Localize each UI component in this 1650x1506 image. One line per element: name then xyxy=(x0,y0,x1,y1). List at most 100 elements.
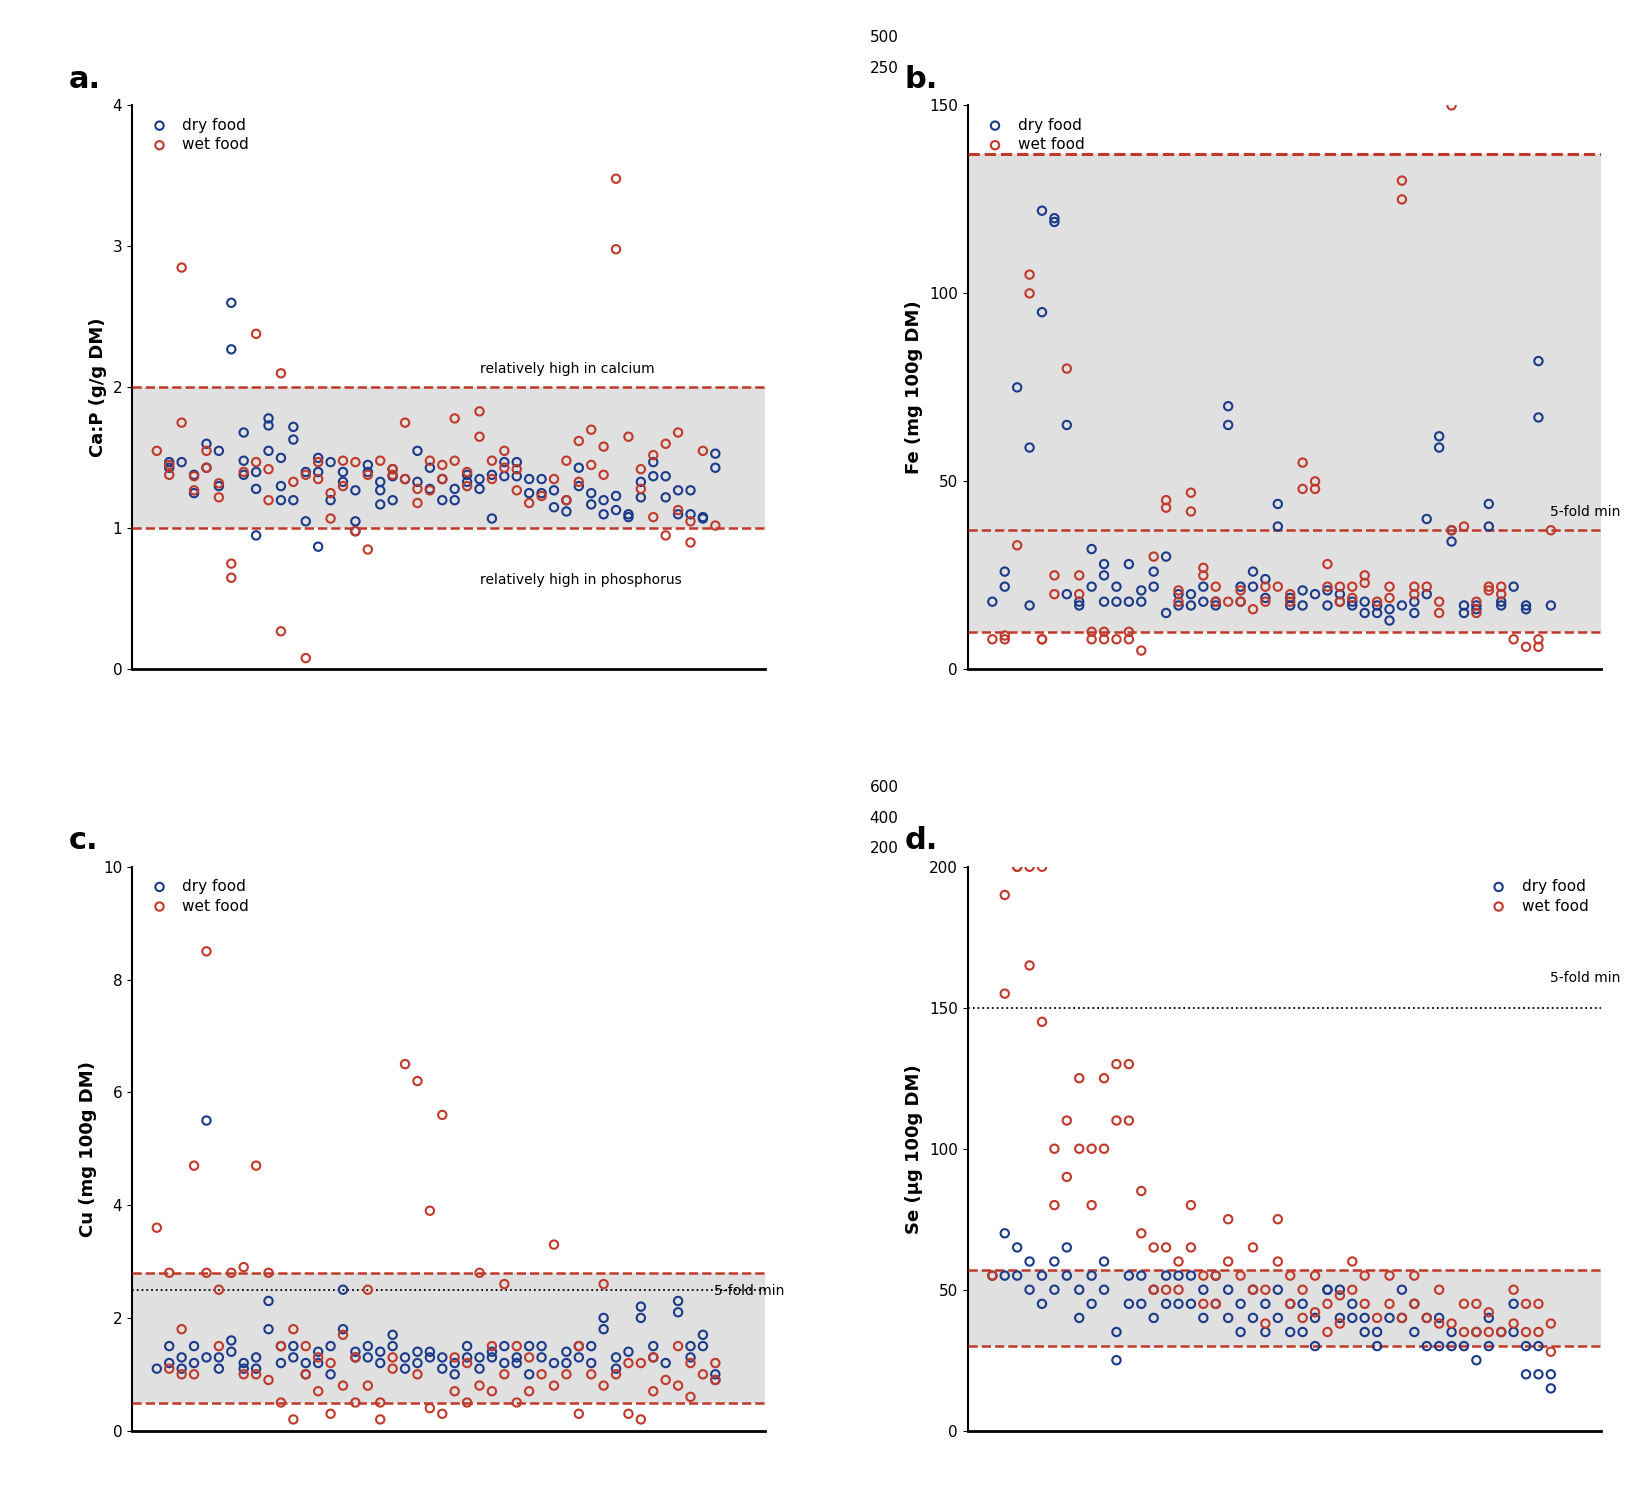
Y-axis label: Ca:P (g/g DM): Ca:P (g/g DM) xyxy=(89,318,107,458)
Point xyxy=(1513,1292,1539,1316)
Point xyxy=(1389,169,1416,193)
Point xyxy=(366,1390,393,1414)
Point xyxy=(1153,601,1180,625)
Point xyxy=(676,1386,703,1410)
Point xyxy=(429,453,455,477)
Point xyxy=(1091,626,1117,651)
Point xyxy=(1327,575,1353,599)
Point xyxy=(391,1345,417,1369)
Point xyxy=(1327,590,1353,614)
Point xyxy=(1190,1292,1216,1316)
Point xyxy=(1140,1277,1167,1301)
Point xyxy=(231,449,257,473)
Point xyxy=(1153,495,1180,520)
Point xyxy=(1129,1221,1155,1245)
Point xyxy=(454,462,480,486)
Point xyxy=(1475,1319,1502,1343)
Point xyxy=(1054,1235,1081,1259)
Point xyxy=(602,1345,629,1369)
Point xyxy=(1252,586,1279,610)
Point xyxy=(1365,593,1391,617)
Point xyxy=(553,500,579,524)
Point xyxy=(256,458,282,482)
Point xyxy=(1525,1292,1551,1316)
Point xyxy=(1030,1264,1056,1288)
Point xyxy=(1252,590,1279,614)
Point xyxy=(168,411,195,435)
Point xyxy=(1104,626,1130,651)
Point xyxy=(978,626,1005,651)
Point xyxy=(516,1345,543,1369)
Point xyxy=(1165,593,1191,617)
Point xyxy=(417,479,444,503)
Point xyxy=(602,1363,629,1387)
Point xyxy=(1439,93,1465,117)
Text: c.: c. xyxy=(69,827,99,855)
Point xyxy=(1488,593,1515,617)
Point xyxy=(1190,563,1216,587)
Point xyxy=(1252,1319,1279,1343)
Point xyxy=(429,467,455,491)
Point xyxy=(1351,601,1378,625)
Point xyxy=(280,470,307,494)
Point xyxy=(553,1363,579,1387)
Point xyxy=(144,1357,170,1381)
Point xyxy=(1115,1264,1142,1288)
Point xyxy=(404,477,431,501)
Point xyxy=(1140,1306,1167,1330)
Point xyxy=(182,1154,208,1178)
Point xyxy=(1351,571,1378,595)
Point xyxy=(144,1215,170,1239)
Point xyxy=(355,462,381,486)
Point xyxy=(1439,1319,1465,1343)
Point xyxy=(1091,553,1117,577)
Point xyxy=(1302,1334,1328,1358)
Point xyxy=(1365,1306,1391,1330)
Point xyxy=(1414,583,1440,607)
Point xyxy=(1414,508,1440,532)
Point xyxy=(1203,1264,1229,1288)
Point xyxy=(627,485,653,509)
Point xyxy=(1327,583,1353,607)
Point xyxy=(442,488,469,512)
Point xyxy=(992,982,1018,1006)
Point xyxy=(1464,1319,1490,1343)
Point xyxy=(380,464,406,488)
Point xyxy=(1500,1319,1526,1343)
Point xyxy=(1079,626,1106,651)
Point xyxy=(330,1322,356,1346)
Y-axis label: Se (μg 100g DM): Se (μg 100g DM) xyxy=(906,1063,924,1233)
Point xyxy=(330,459,356,483)
Point xyxy=(1513,634,1539,658)
Point xyxy=(566,470,592,494)
Point xyxy=(566,1402,592,1426)
Point xyxy=(578,492,604,517)
Point xyxy=(1389,1306,1416,1330)
Point xyxy=(1165,590,1191,614)
Point xyxy=(1513,1334,1539,1358)
Point xyxy=(1016,953,1043,977)
Point xyxy=(652,1351,678,1375)
Point xyxy=(1538,518,1564,542)
Point xyxy=(1315,1292,1341,1316)
Point xyxy=(292,1351,318,1375)
Point xyxy=(231,1363,257,1387)
Legend: dry food, wet food: dry food, wet food xyxy=(140,113,254,157)
Point xyxy=(602,498,629,523)
Point xyxy=(1475,492,1502,517)
Point xyxy=(1239,1277,1266,1301)
Point xyxy=(1239,575,1266,599)
Point xyxy=(1365,590,1391,614)
Point xyxy=(1016,855,1043,880)
Point xyxy=(1214,1306,1241,1330)
Point xyxy=(1525,634,1551,658)
Point xyxy=(578,453,604,477)
Point xyxy=(516,491,543,515)
Point xyxy=(355,453,381,477)
Text: relatively high in calcium: relatively high in calcium xyxy=(480,361,655,376)
Point xyxy=(218,1328,244,1352)
Point xyxy=(1066,583,1092,607)
Point xyxy=(231,459,257,483)
Point xyxy=(1327,1277,1353,1301)
Point xyxy=(503,450,530,474)
